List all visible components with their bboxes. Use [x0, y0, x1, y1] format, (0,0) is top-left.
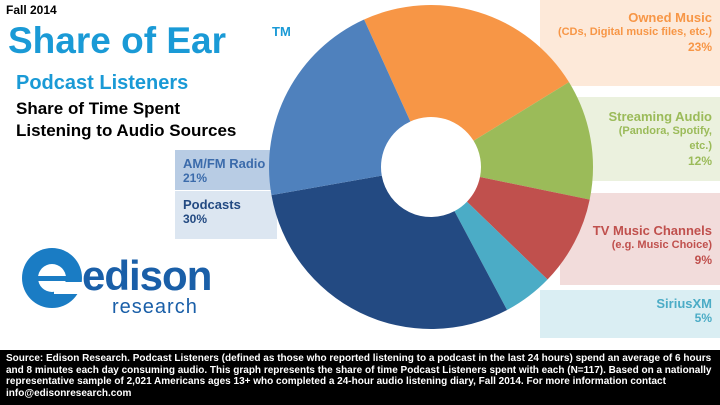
donut-slice — [269, 19, 411, 196]
category-name: Streaming Audio — [608, 109, 712, 124]
footer: Source: Edison Research. Podcast Listene… — [0, 350, 720, 405]
value-label: 5% — [694, 311, 712, 325]
category-name: SiriusXM — [656, 296, 712, 311]
description: Share of Time Spent Listening to Audio S… — [16, 99, 237, 140]
subtitle: Podcast Listeners — [16, 72, 189, 94]
value-label: 9% — [694, 253, 712, 267]
logo-name: edison — [82, 252, 212, 299]
donut-slice — [466, 177, 590, 280]
category-description: (Pandora, Spotify, etc.) — [618, 125, 712, 152]
logo-sub: research — [112, 296, 198, 318]
value-label: 30% — [183, 212, 208, 226]
donut-slice — [271, 175, 508, 329]
chart — [269, 5, 593, 329]
donut-slice — [473, 82, 593, 200]
logo-icon — [22, 248, 84, 308]
slice-label: TV Music Channels (e.g. Music Choice) 9% — [560, 193, 720, 285]
category-name: Podcasts — [183, 197, 241, 212]
trademark: TM — [272, 24, 291, 39]
category-name: AM/FM Radio — [183, 156, 266, 171]
slice-label: AM/FM Radio 21% — [175, 150, 277, 190]
value-label: 21% — [183, 171, 208, 185]
slice-label: Owned Music (CDs, Digital music files, et… — [540, 0, 720, 86]
category-name: TV Music Channels — [592, 223, 712, 238]
donut-slice — [454, 201, 548, 311]
title: Share of Ear — [8, 20, 226, 61]
value-label: 12% — [687, 154, 712, 168]
donut-slice — [364, 5, 569, 141]
value-label: 23% — [687, 40, 712, 54]
slice-label: SiriusXM 5% — [540, 290, 720, 338]
category-name: Owned Music — [628, 10, 712, 25]
category-description: (e.g. Music Choice) — [611, 239, 712, 251]
season: Fall 2014 — [6, 3, 57, 17]
slice-label: Podcasts 30% — [175, 191, 277, 239]
category-description: (CDs, Digital music files, etc.) — [557, 26, 712, 38]
